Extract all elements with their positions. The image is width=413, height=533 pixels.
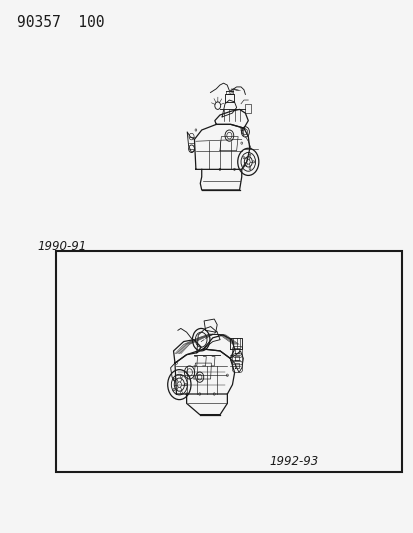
Bar xyxy=(56,251,401,472)
Text: 1992-93: 1992-93 xyxy=(268,455,318,467)
Text: 90357  100: 90357 100 xyxy=(17,15,104,30)
Text: 1990-91: 1990-91 xyxy=(37,240,86,253)
